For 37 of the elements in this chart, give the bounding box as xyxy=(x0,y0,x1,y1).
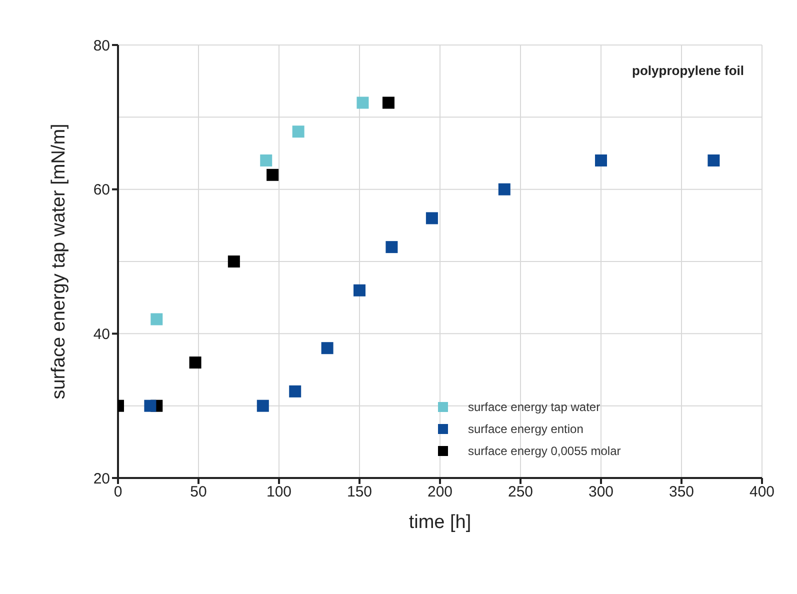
x-tick-label: 250 xyxy=(508,484,534,501)
point xyxy=(356,96,369,109)
point xyxy=(382,96,394,109)
x-tick-label: 150 xyxy=(346,484,372,501)
point xyxy=(256,400,269,412)
legend-label: surface energy tap water xyxy=(468,400,600,414)
point xyxy=(150,313,163,326)
y-tick-label: 60 xyxy=(93,182,110,199)
point xyxy=(498,183,510,196)
point xyxy=(189,356,202,369)
point xyxy=(260,154,272,166)
point xyxy=(386,241,398,254)
x-tick-label: 100 xyxy=(266,484,292,501)
legend-label: surface energy 0,0055 molar xyxy=(468,444,621,458)
point xyxy=(144,400,156,412)
point xyxy=(289,385,302,398)
y-tick-label: 40 xyxy=(93,326,110,343)
x-tick-label: 300 xyxy=(588,484,614,501)
point xyxy=(321,342,334,354)
y-tick-label: 80 xyxy=(93,37,110,54)
point xyxy=(292,126,304,138)
x-axis-title: time [h] xyxy=(408,512,472,533)
point xyxy=(354,284,366,296)
point xyxy=(595,154,607,166)
x-tick-label: 200 xyxy=(427,484,453,501)
legend-label: surface energy ention xyxy=(468,422,584,436)
y-tick-label: 20 xyxy=(93,470,110,488)
x-tick-label: 0 xyxy=(114,484,122,501)
annotation: polypropylene foil xyxy=(632,63,744,78)
x-tick-label: 350 xyxy=(668,484,694,501)
x-tick-label: 400 xyxy=(749,484,775,501)
point xyxy=(266,168,279,181)
y-axis-title: surface energy tap water [mN/m] xyxy=(48,124,70,400)
point xyxy=(228,256,240,268)
point xyxy=(426,212,438,224)
x-tick-label: 50 xyxy=(190,484,207,501)
point xyxy=(708,154,720,166)
